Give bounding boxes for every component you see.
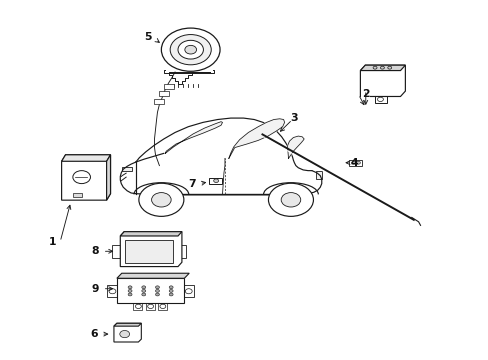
Text: 5: 5 [143,32,151,42]
Bar [183,285,194,297]
Polygon shape [120,232,182,236]
Polygon shape [106,155,110,200]
Bar [133,303,142,310]
Circle shape [178,40,203,59]
Circle shape [161,28,220,71]
Bar [348,160,361,166]
Circle shape [377,97,383,102]
Polygon shape [114,323,141,342]
Circle shape [142,289,145,292]
Text: 1: 1 [49,237,57,247]
Polygon shape [120,232,182,266]
Bar [163,84,173,89]
Text: 9: 9 [91,284,99,294]
Bar [209,178,221,184]
Circle shape [268,183,313,216]
Circle shape [147,304,153,309]
Circle shape [351,161,355,164]
Bar [374,96,386,103]
Polygon shape [61,155,110,200]
Circle shape [142,293,145,296]
Circle shape [139,183,183,216]
Circle shape [281,193,300,207]
Bar [158,303,166,310]
Bar [122,167,132,171]
Polygon shape [287,136,304,158]
Circle shape [128,293,132,296]
Text: 3: 3 [290,113,298,123]
Polygon shape [114,323,141,326]
Bar [73,193,82,197]
Circle shape [128,289,132,292]
Bar [315,171,321,179]
Polygon shape [61,155,110,161]
Bar [159,91,168,96]
Circle shape [372,66,376,69]
Circle shape [155,286,159,289]
Bar [112,245,120,258]
Text: 6: 6 [90,329,98,339]
Circle shape [109,289,116,294]
Circle shape [142,286,145,289]
Circle shape [155,289,159,292]
Circle shape [155,293,159,296]
Circle shape [160,304,165,309]
Polygon shape [360,65,405,71]
Circle shape [380,66,384,69]
Circle shape [151,193,171,207]
Bar [117,278,184,303]
Circle shape [73,171,90,184]
Polygon shape [228,119,284,158]
Bar [154,99,163,104]
Circle shape [169,293,173,296]
Circle shape [213,179,218,183]
Circle shape [184,45,196,54]
Text: 4: 4 [350,158,358,168]
Circle shape [135,304,141,309]
Circle shape [185,289,192,294]
Text: 2: 2 [361,89,369,99]
Polygon shape [165,122,222,153]
Bar [178,245,185,258]
Bar [145,303,154,310]
Text: 7: 7 [187,179,195,189]
Polygon shape [360,65,405,96]
Circle shape [120,330,129,338]
Circle shape [169,289,173,292]
Circle shape [169,286,173,289]
Circle shape [128,286,132,289]
Circle shape [356,161,360,164]
Circle shape [387,66,391,69]
Text: 8: 8 [91,246,99,256]
Polygon shape [117,273,189,278]
Bar [107,285,118,297]
Bar [125,240,173,263]
Circle shape [170,35,211,65]
